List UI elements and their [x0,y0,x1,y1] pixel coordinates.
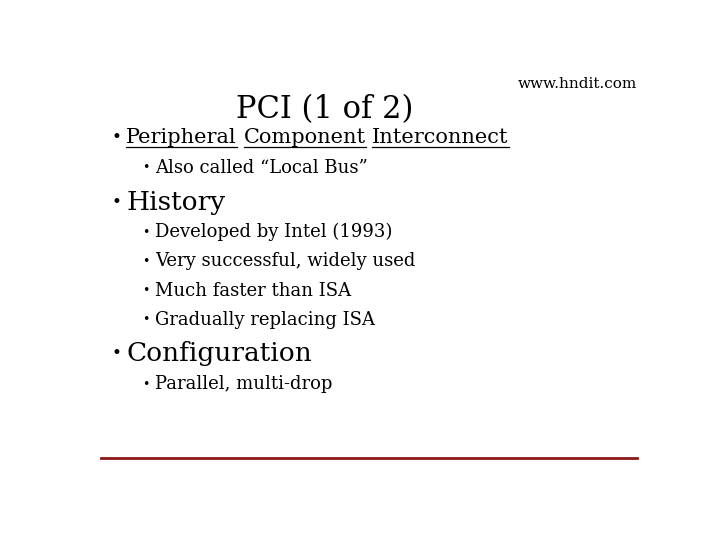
Text: Interconnect: Interconnect [372,128,509,147]
Text: PCI (1 of 2): PCI (1 of 2) [235,94,413,125]
Text: Parallel, multi-drop: Parallel, multi-drop [156,375,333,393]
Text: Gradually replacing ISA: Gradually replacing ISA [156,310,375,329]
Text: Also called “Local Bus”: Also called “Local Bus” [156,159,368,177]
Text: •: • [112,345,122,362]
Text: •: • [142,161,150,174]
Text: •: • [142,255,150,268]
Text: Peripheral: Peripheral [126,128,237,147]
Text: •: • [142,226,150,239]
Text: •: • [142,377,150,390]
Text: Configuration: Configuration [126,341,312,366]
Text: •: • [142,284,150,297]
Text: www.hndit.com: www.hndit.com [518,77,637,91]
Text: Much faster than ISA: Much faster than ISA [156,281,351,300]
Text: •: • [142,313,150,326]
Text: Developed by Intel (1993): Developed by Intel (1993) [156,223,392,241]
Text: •: • [112,129,122,146]
Text: History: History [126,190,225,214]
Text: Very successful, widely used: Very successful, widely used [156,253,415,271]
Text: •: • [112,193,122,211]
Text: Component: Component [243,128,366,147]
